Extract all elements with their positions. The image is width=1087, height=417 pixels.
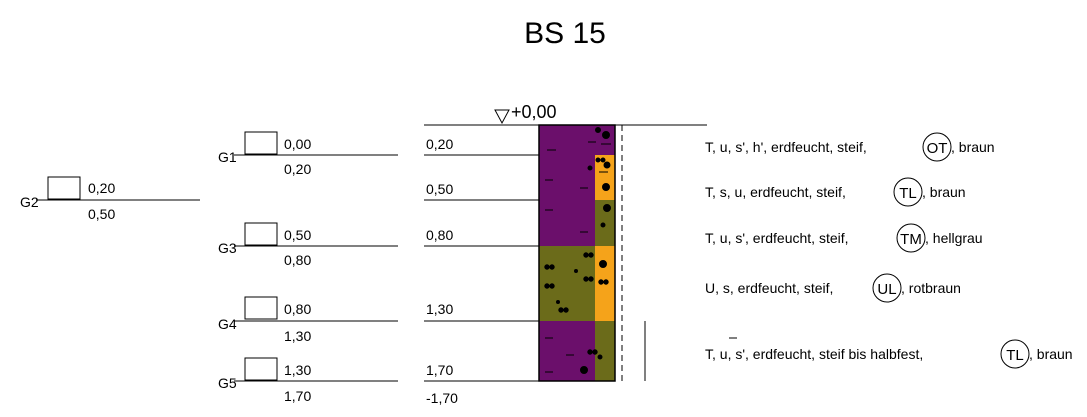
layer-description-5-group: TL <box>1006 347 1024 364</box>
layer-2-group-circle <box>893 177 923 207</box>
layer-1-right <box>595 125 615 155</box>
sample-id-g5: G5 <box>218 375 237 391</box>
layer-5-right <box>595 321 615 381</box>
layer-3-group-circle <box>896 223 926 253</box>
layer-1-group-circle <box>922 132 952 162</box>
sample-box-g4 <box>244 296 278 320</box>
sample-id-g1: G1 <box>218 149 237 165</box>
profile-title: BS 15 <box>524 17 606 50</box>
layer-description-4-pre: U, s, erdfeucht, steif, <box>705 280 833 296</box>
layer-description-3-pre: T, u, s', erdfeucht, steif, <box>705 230 849 246</box>
sample-top-g4: 0,80 <box>284 301 311 317</box>
layer-description-5: T, u, s', erdfeucht, steif bis halbfest,… <box>705 337 1073 369</box>
soil-column <box>538 124 616 382</box>
sample-bottom-g3: 0,80 <box>284 252 311 268</box>
layer-description-3-group: TM <box>900 231 922 248</box>
layer-description-2-post: , braun <box>922 184 966 200</box>
sample-top-g5: 1,30 <box>284 362 311 378</box>
ground-level-label: +0,00 <box>511 102 557 122</box>
layer-description-1-group: OT <box>927 140 948 157</box>
ground-level-triangle-icon <box>494 109 510 125</box>
layer-5-group-circle <box>1000 339 1030 369</box>
boundary-label-4: 1,30 <box>426 301 453 317</box>
layer-2-left <box>539 155 595 200</box>
sample-top-g3: 0,50 <box>284 227 311 243</box>
layer-description-3-post: , hellgrau <box>925 230 983 246</box>
boundary-label-5: 1,70 <box>426 362 453 378</box>
layer-description-3: T, u, s', erdfeucht, steif, TM , hellgra… <box>705 223 983 253</box>
layer-description-4: U, s, erdfeucht, steif, UL , rotbraun <box>705 273 961 303</box>
sample-id-g4: G4 <box>218 316 237 332</box>
sample-bottom-g2: 0,50 <box>88 206 115 222</box>
layer-description-2: T, s, u, erdfeucht, steif, TL , braun <box>705 177 966 207</box>
sample-id-g2: G2 <box>20 194 39 210</box>
layer-description-1-pre: T, u, s', h', erdfeucht, steif, <box>705 139 867 155</box>
sample-bottom-g5: 1,70 <box>284 388 311 404</box>
sample-id-g3: G3 <box>218 240 237 256</box>
sample-top-g1: 0,00 <box>284 136 311 152</box>
final-depth-label: -1,70 <box>426 390 458 406</box>
layer-description-4-group: UL <box>877 281 896 298</box>
soil-symbols <box>544 127 611 374</box>
layer-description-4-post: , rotbraun <box>901 280 961 296</box>
layer-4-group-circle <box>872 273 902 303</box>
layer-description-5-post: , braun <box>1029 346 1073 362</box>
sample-bottom-g1: 0,20 <box>284 161 311 177</box>
boundary-label-1: 0,20 <box>426 136 453 152</box>
boundary-label-3: 0,80 <box>426 227 453 243</box>
layer-description-2-group: TL <box>899 185 917 202</box>
layer-description-5-pre: T, u, s', erdfeucht, steif bis halbfest, <box>705 346 923 362</box>
sample-top-g2: 0,20 <box>88 180 115 196</box>
sample-box-g2 <box>47 176 81 200</box>
sample-box-g3 <box>244 222 278 246</box>
layer-3-left <box>539 200 595 246</box>
sample-box-g1 <box>244 131 278 155</box>
layer-3-right <box>595 200 615 246</box>
column-outline <box>538 124 616 382</box>
layer-description-1: T, u, s', h', erdfeucht, steif, OT , bra… <box>705 132 995 162</box>
boundary-label-2: 0,50 <box>426 181 453 197</box>
layer-description-2-pre: T, s, u, erdfeucht, steif, <box>705 184 846 200</box>
sample-bottom-g4: 1,30 <box>284 328 311 344</box>
sample-box-g5 <box>244 357 278 381</box>
layer-description-1-post: , braun <box>951 139 995 155</box>
